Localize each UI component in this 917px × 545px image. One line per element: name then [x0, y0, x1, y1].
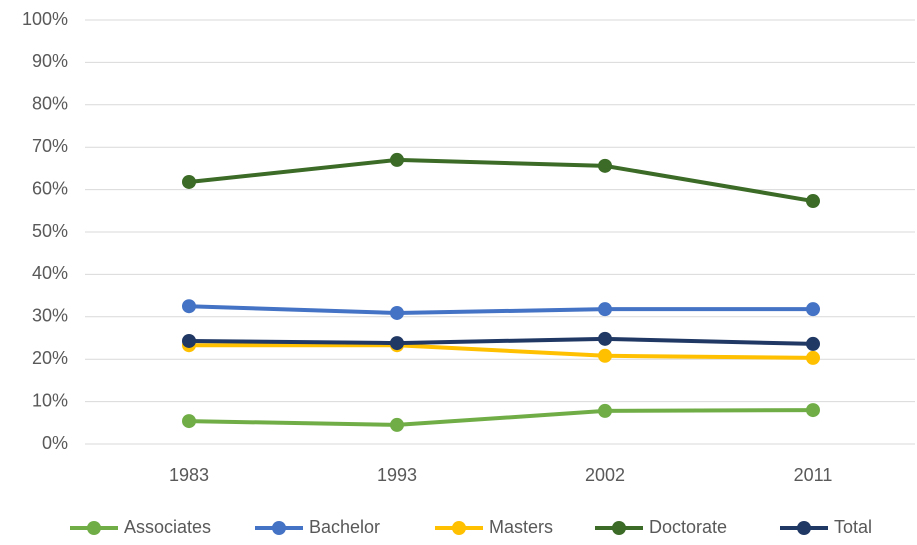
point — [182, 414, 196, 429]
point — [598, 348, 612, 363]
point — [598, 403, 612, 418]
y-tick-label: 0% — [42, 433, 68, 453]
x-tick-label: 1983 — [169, 465, 209, 485]
y-tick-label: 40% — [32, 263, 68, 283]
point — [390, 152, 404, 167]
series-line — [188, 408, 814, 427]
series-line — [188, 336, 814, 346]
point — [806, 302, 820, 317]
y-tick-label: 30% — [32, 306, 68, 326]
y-tick-label: 50% — [32, 221, 68, 241]
x-tick-label: 2011 — [794, 465, 833, 485]
y-tick-label: 20% — [32, 348, 68, 368]
point — [806, 350, 820, 365]
y-tick-label: 80% — [32, 94, 68, 114]
legend-marker — [272, 521, 286, 535]
y-tick-label: 60% — [32, 178, 68, 198]
legend-label: Doctorate — [649, 517, 727, 537]
legend-marker — [612, 521, 626, 535]
point — [182, 333, 196, 348]
point — [390, 336, 404, 351]
point — [806, 403, 820, 418]
series-line — [188, 157, 814, 204]
point — [598, 302, 612, 317]
point — [806, 194, 820, 209]
legend-marker — [87, 521, 101, 535]
x-tick-label: 1993 — [377, 465, 417, 485]
legend-marker — [452, 521, 466, 535]
point — [390, 305, 404, 320]
point — [806, 336, 820, 351]
point — [182, 299, 196, 314]
legend-label: Associates — [124, 517, 211, 537]
legend-label: Bachelor — [309, 517, 380, 537]
y-tick-label: 100% — [22, 9, 68, 29]
legend-label: Total — [834, 517, 872, 537]
legend-marker — [797, 521, 811, 535]
y-tick-label: 90% — [32, 51, 68, 71]
point — [598, 331, 612, 346]
series-line — [189, 343, 814, 360]
point — [182, 174, 196, 189]
point — [390, 417, 404, 432]
point — [598, 158, 612, 173]
series-line — [188, 304, 813, 315]
legend-label: Masters — [489, 517, 553, 537]
y-tick-label: 10% — [32, 390, 68, 410]
y-tick-label: 70% — [32, 136, 68, 156]
x-tick-label: 2002 — [585, 465, 625, 485]
